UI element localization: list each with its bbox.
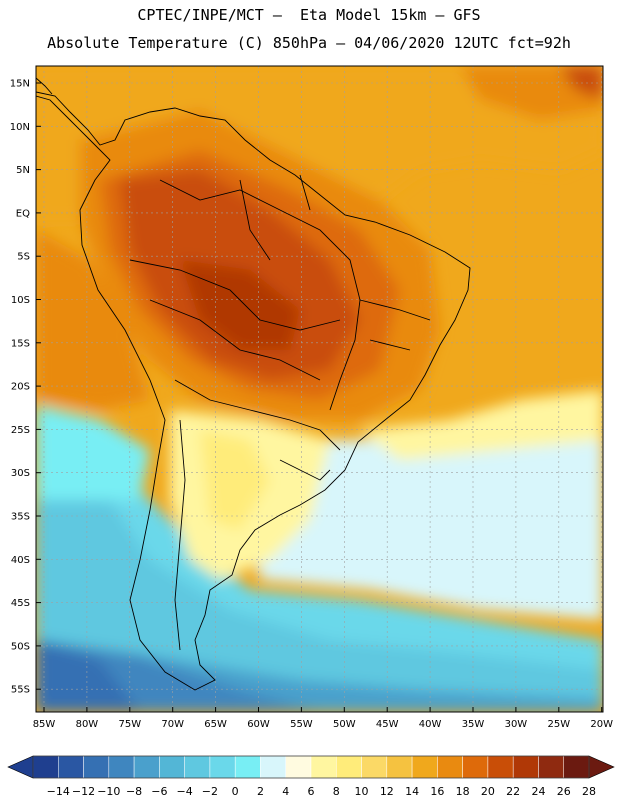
colorbar-label: 4 <box>282 785 289 798</box>
colorbar-label: 2 <box>257 785 264 798</box>
lat-tick-label: 50S <box>11 641 30 652</box>
map-frame <box>35 65 604 713</box>
lat-tick-label: 10N <box>10 122 30 133</box>
colorbar-label: 12 <box>380 785 394 798</box>
lat-tick-label: 35S <box>11 512 30 523</box>
colorbar-swatch <box>437 755 463 779</box>
colorbar-label: 0 <box>232 785 239 798</box>
colorbar-label: −2 <box>202 785 218 798</box>
lon-tick-label: 55W <box>290 719 313 730</box>
colorbar-label: −4 <box>177 785 193 798</box>
lat-tick-label: 45S <box>11 598 30 609</box>
colorbar-swatch <box>32 755 59 779</box>
colorbar-swatch <box>133 755 160 779</box>
colorbar-label: 22 <box>506 785 520 798</box>
lat-tick-label: 15N <box>10 79 30 90</box>
lon-tick-label: 30W <box>505 719 528 730</box>
lon-tick-label: 70W <box>161 719 184 730</box>
lon-tick-label: 50W <box>333 719 356 730</box>
colorbar <box>7 755 615 779</box>
colorbar-right-arrow <box>588 755 615 779</box>
colorbar-swatch <box>234 755 261 779</box>
colorbar-swatch <box>336 755 362 779</box>
colorbar-label: −10 <box>97 785 120 798</box>
temperature-field <box>36 66 603 712</box>
colorbar-label: 28 <box>582 785 596 798</box>
colorbar-label: −8 <box>126 785 142 798</box>
colorbar-label: 6 <box>308 785 315 798</box>
colorbar-label: 14 <box>405 785 419 798</box>
lon-tick-label: 85W <box>33 719 56 730</box>
colorbar-label: −12 <box>72 785 95 798</box>
colorbar-swatch <box>260 755 286 779</box>
colorbar-swatch <box>159 755 185 779</box>
lat-tick-label: 30S <box>11 468 30 479</box>
lon-tick-label: 25W <box>547 719 570 730</box>
colorbar-swatch <box>58 755 84 779</box>
lon-tick-label: 20W <box>590 719 613 730</box>
title-line-2: Absolute Temperature (C) 850hPa – 04/06/… <box>47 34 571 52</box>
colorbar-label: 20 <box>481 785 495 798</box>
lat-tick-label: EQ <box>16 208 30 219</box>
colorbar-swatch <box>462 755 489 779</box>
lat-tick-label: 55S <box>11 685 30 696</box>
lat-tick-label: 40S <box>11 555 30 566</box>
lat-tick-label: 5N <box>16 165 30 176</box>
colorbar-swatch <box>184 755 211 779</box>
lat-tick-label: 5S <box>17 252 30 263</box>
colorbar-swatch <box>285 755 312 779</box>
colorbar-swatch <box>411 755 438 779</box>
colorbar-swatch <box>108 755 135 779</box>
lon-tick-label: 65W <box>204 719 227 730</box>
colorbar-swatch <box>538 755 564 779</box>
colorbar-swatch <box>209 755 236 779</box>
lon-tick-label: 45W <box>376 719 399 730</box>
colorbar-label: 24 <box>531 785 545 798</box>
lon-tick-label: 40W <box>419 719 442 730</box>
title-line-1: CPTEC/INPE/MCT – Eta Model 15km – GFS <box>137 6 481 24</box>
colorbar-label: 8 <box>333 785 340 798</box>
lon-tick-label: 35W <box>462 719 485 730</box>
colorbar-labels: −14 −12 −10 −8 −6 −4 −2 0 2 4 6 8 10 12 14 16 18 20 22 24 26… <box>47 785 596 798</box>
lat-tick-label: 10S <box>11 295 30 306</box>
colorbar-swatch <box>310 755 337 779</box>
colorbar-swatch <box>563 755 590 779</box>
colorbar-label: 16 <box>430 785 444 798</box>
lon-tick-label: 75W <box>118 719 141 730</box>
colorbar-frame <box>32 755 590 779</box>
lat-tick-label: 25S <box>11 425 30 436</box>
lat-tick-label: 15S <box>11 338 30 349</box>
colorbar-swatch <box>361 755 388 779</box>
longitude-labels: 85W 80W 75W 70W 65W 60W 55W 50W 45W 40W 35W 30W 25W 2… <box>33 707 613 730</box>
colorbar-label: 18 <box>456 785 470 798</box>
colorbar-left-arrow <box>7 755 34 779</box>
colorbar-swatch <box>487 755 514 779</box>
colorbar-swatch <box>83 755 110 779</box>
colorbar-swatch <box>386 755 413 779</box>
coastlines <box>36 77 471 691</box>
latitude-labels: 15N 10N 5N EQ 5S 10S 15S 20S 25S 30S 35S 40S 45S 50S 5… <box>10 79 41 696</box>
lat-tick-label: 20S <box>11 382 30 393</box>
colorbar-label: 10 <box>355 785 369 798</box>
lon-tick-label: 80W <box>76 719 99 730</box>
colorbar-label: 26 <box>557 785 571 798</box>
colorbar-swatch <box>512 755 539 779</box>
colorbar-label: −14 <box>47 785 70 798</box>
lon-tick-label: 60W <box>247 719 270 730</box>
colorbar-label: −6 <box>151 785 167 798</box>
